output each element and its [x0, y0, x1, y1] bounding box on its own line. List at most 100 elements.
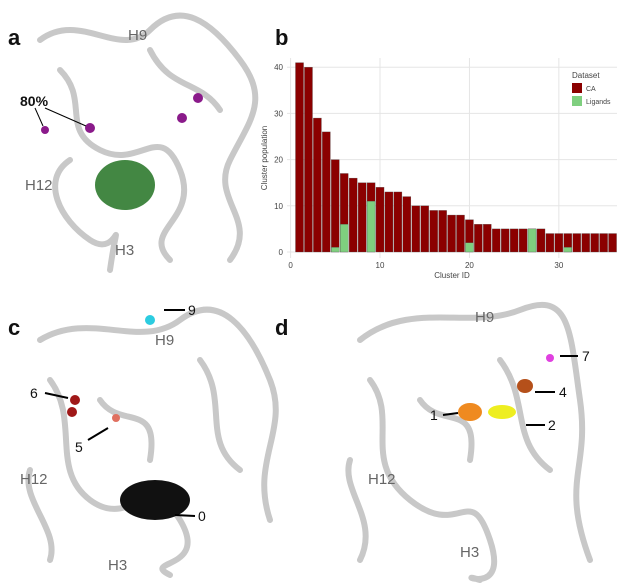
bar: [572, 233, 581, 253]
bar: [411, 205, 420, 253]
bar: [536, 228, 546, 253]
bar: [599, 233, 608, 253]
bar-chart: 0 10 20 30 40 0 10 20 30 Cluster ID Cluster popula…: [260, 58, 617, 280]
helix-label: H3: [108, 557, 127, 574]
bar: [554, 233, 564, 253]
bar: [483, 224, 492, 253]
panel-label: b: [275, 25, 288, 50]
panel-label: d: [275, 315, 288, 340]
sphere: [67, 407, 77, 417]
arrow: [44, 107, 87, 127]
sphere: [193, 93, 203, 103]
bar: [295, 62, 304, 253]
cluster: [488, 405, 516, 419]
bar: [402, 196, 412, 253]
helix-label: H3: [460, 544, 479, 561]
ribbon: [25, 306, 279, 578]
bar: [393, 191, 403, 253]
cluster: [517, 379, 533, 393]
sphere: [70, 395, 80, 405]
helix-label: H9: [128, 27, 147, 44]
legend-title: Dataset: [572, 71, 600, 80]
annotation: 6: [30, 385, 38, 401]
bar: [581, 233, 590, 253]
y-tick-label: 40: [274, 63, 283, 72]
bar: [563, 247, 572, 253]
annotation: 5: [75, 439, 83, 455]
panel-label: a: [8, 25, 21, 50]
bar: [349, 177, 358, 253]
cluster: [458, 403, 482, 421]
bar: [608, 233, 617, 253]
bar: [357, 182, 367, 253]
annotation: 0: [198, 508, 206, 524]
helix-label: H12: [25, 177, 53, 194]
protein-d: d H9 7 4 1 2 H12 H3: [275, 301, 593, 583]
cluster: [120, 480, 190, 520]
bar: [322, 131, 331, 253]
helix-label: H3: [115, 242, 134, 259]
x-axis-title: Cluster ID: [434, 271, 470, 280]
helix-label: H9: [155, 332, 174, 349]
arrow: [44, 392, 69, 399]
sphere: [546, 354, 554, 362]
bar: [527, 228, 537, 253]
bar: [313, 117, 322, 253]
x-tick-label: 20: [465, 261, 474, 270]
bar: [438, 210, 447, 253]
arrow: [34, 107, 44, 127]
bar: [474, 224, 483, 253]
y-tick-label: 20: [274, 156, 283, 165]
y-tick-label: 30: [274, 109, 283, 118]
bar: [429, 210, 438, 253]
ribbon: [37, 12, 259, 273]
protein-c: c 9 H9 6 5 H12 0 H3: [8, 302, 279, 578]
sphere: [41, 126, 49, 134]
bar: [590, 233, 599, 253]
helix-label: H9: [475, 309, 494, 326]
ribbon: [345, 301, 593, 583]
protein-a: a H9 80% H12 H3: [8, 12, 259, 273]
arrow: [442, 412, 459, 416]
legend-label: Ligands: [586, 99, 611, 106]
bar: [375, 187, 385, 253]
annotation: 80%: [20, 93, 49, 109]
helix-label: H12: [20, 471, 48, 488]
bar: [501, 228, 510, 253]
y-axis-title: Cluster population: [260, 126, 269, 190]
x-tick-label: 30: [554, 261, 563, 270]
y-tick-label: 10: [274, 202, 283, 211]
sphere: [112, 414, 120, 422]
bar: [509, 228, 519, 253]
annotation: 1: [430, 407, 438, 423]
panel-label: c: [8, 315, 20, 340]
annotation: 9: [188, 302, 196, 318]
x-tick-label: 10: [376, 261, 385, 270]
bar: [465, 242, 474, 253]
bar: [456, 214, 465, 253]
legend-swatch: [572, 83, 582, 93]
bar: [545, 233, 555, 253]
bar: [366, 201, 376, 253]
pocket-mesh: [95, 160, 155, 210]
arrow: [87, 427, 109, 441]
bar: [420, 205, 429, 253]
x-tick-label: 0: [288, 261, 293, 270]
bar: [492, 228, 501, 253]
sphere: [177, 113, 187, 123]
bar: [331, 159, 340, 253]
bar: [447, 214, 456, 253]
annotation: 4: [559, 384, 567, 400]
bar: [518, 228, 528, 253]
y-tick-label: 0: [279, 248, 284, 257]
legend-swatch: [572, 96, 582, 106]
bar: [304, 67, 313, 253]
bar: [384, 191, 394, 253]
annotation: 7: [582, 348, 590, 364]
sphere: [145, 315, 155, 325]
legend-label: CA: [586, 86, 596, 93]
bar: [331, 247, 340, 253]
helix-label: H12: [368, 471, 396, 488]
arrow: [174, 514, 196, 517]
